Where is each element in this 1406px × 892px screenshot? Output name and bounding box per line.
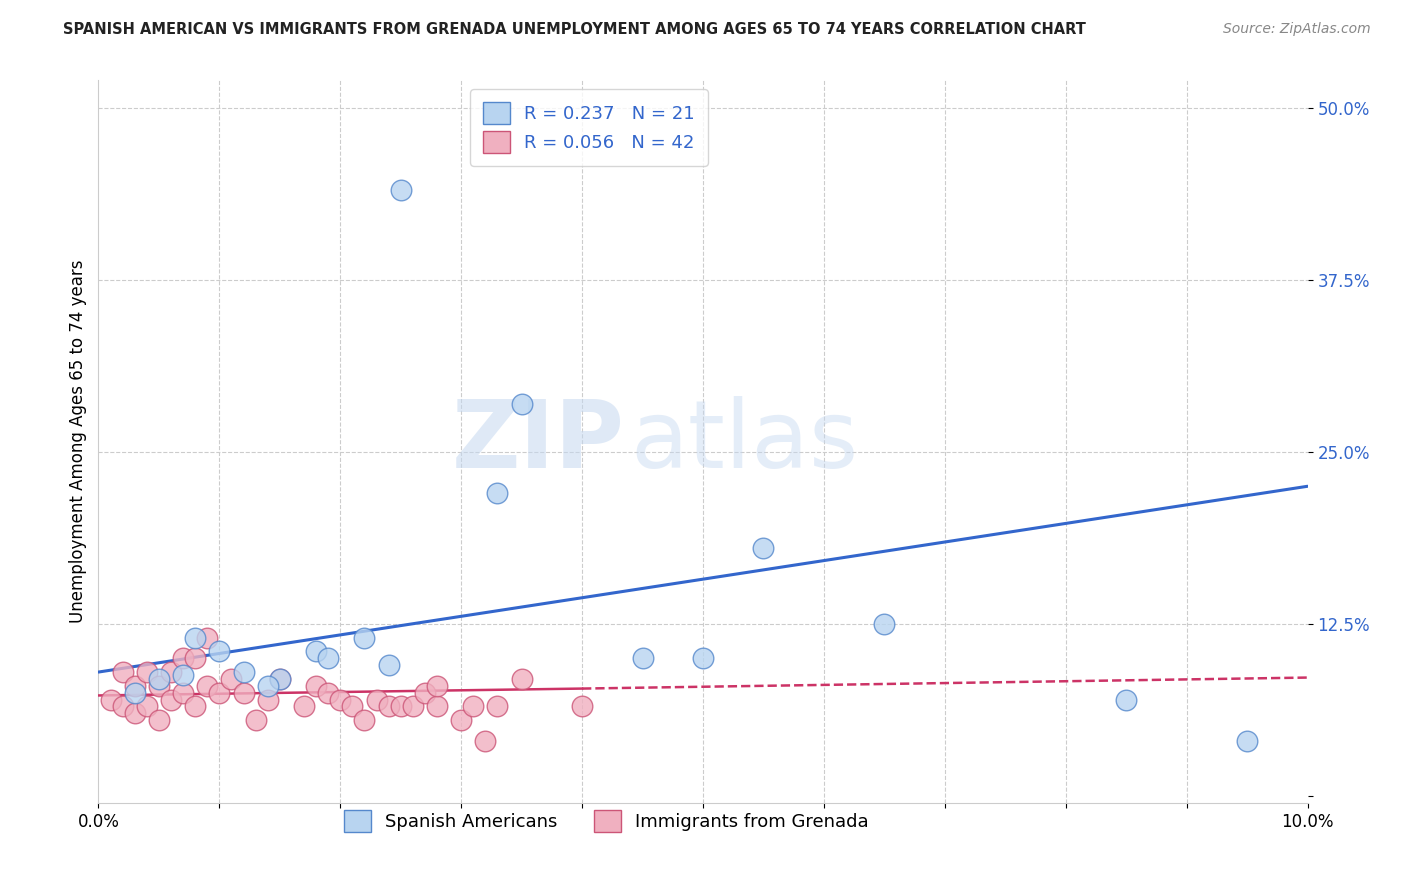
Point xyxy=(124,686,146,700)
Point xyxy=(510,397,533,411)
Point xyxy=(256,692,278,706)
Point xyxy=(232,686,254,700)
Text: ZIP: ZIP xyxy=(451,395,624,488)
Point xyxy=(269,672,291,686)
Point xyxy=(305,679,328,693)
Point xyxy=(389,183,412,197)
Point xyxy=(172,668,194,682)
Point xyxy=(135,665,157,679)
Point xyxy=(172,651,194,665)
Text: Source: ZipAtlas.com: Source: ZipAtlas.com xyxy=(1223,22,1371,37)
Point xyxy=(474,734,496,748)
Point xyxy=(631,651,654,665)
Point xyxy=(148,713,170,727)
Point xyxy=(184,631,207,645)
Point xyxy=(463,699,485,714)
Point xyxy=(148,679,170,693)
Y-axis label: Unemployment Among Ages 65 to 74 years: Unemployment Among Ages 65 to 74 years xyxy=(69,260,87,624)
Point xyxy=(111,665,134,679)
Point xyxy=(377,699,399,714)
Point xyxy=(377,658,399,673)
Point xyxy=(232,665,254,679)
Point xyxy=(195,679,218,693)
Point xyxy=(292,699,315,714)
Point xyxy=(100,692,122,706)
Point xyxy=(413,686,436,700)
Point xyxy=(160,665,183,679)
Point xyxy=(245,713,267,727)
Point xyxy=(256,679,278,693)
Point xyxy=(316,686,339,700)
Point xyxy=(184,651,207,665)
Point xyxy=(353,713,375,727)
Point xyxy=(510,672,533,686)
Point xyxy=(221,672,243,686)
Point xyxy=(148,672,170,686)
Point xyxy=(571,699,593,714)
Point xyxy=(172,686,194,700)
Text: SPANISH AMERICAN VS IMMIGRANTS FROM GRENADA UNEMPLOYMENT AMONG AGES 65 TO 74 YEA: SPANISH AMERICAN VS IMMIGRANTS FROM GREN… xyxy=(63,22,1087,37)
Point xyxy=(752,541,775,556)
Point xyxy=(208,686,231,700)
Point xyxy=(160,692,183,706)
Point xyxy=(111,699,134,714)
Point xyxy=(426,699,449,714)
Point xyxy=(486,486,509,500)
Point xyxy=(426,679,449,693)
Point xyxy=(195,631,218,645)
Point xyxy=(1115,692,1137,706)
Point xyxy=(1236,734,1258,748)
Point xyxy=(184,699,207,714)
Point xyxy=(269,672,291,686)
Point xyxy=(389,699,412,714)
Point xyxy=(402,699,425,714)
Point xyxy=(486,699,509,714)
Point xyxy=(135,699,157,714)
Point xyxy=(124,706,146,721)
Point xyxy=(873,616,896,631)
Point xyxy=(342,699,364,714)
Point xyxy=(305,644,328,658)
Point xyxy=(450,713,472,727)
Point xyxy=(124,679,146,693)
Point xyxy=(692,651,714,665)
Point xyxy=(353,631,375,645)
Point xyxy=(366,692,388,706)
Point xyxy=(329,692,352,706)
Text: atlas: atlas xyxy=(630,395,859,488)
Point xyxy=(316,651,339,665)
Point xyxy=(208,644,231,658)
Legend: Spanish Americans, Immigrants from Grenada: Spanish Americans, Immigrants from Grena… xyxy=(335,801,877,841)
